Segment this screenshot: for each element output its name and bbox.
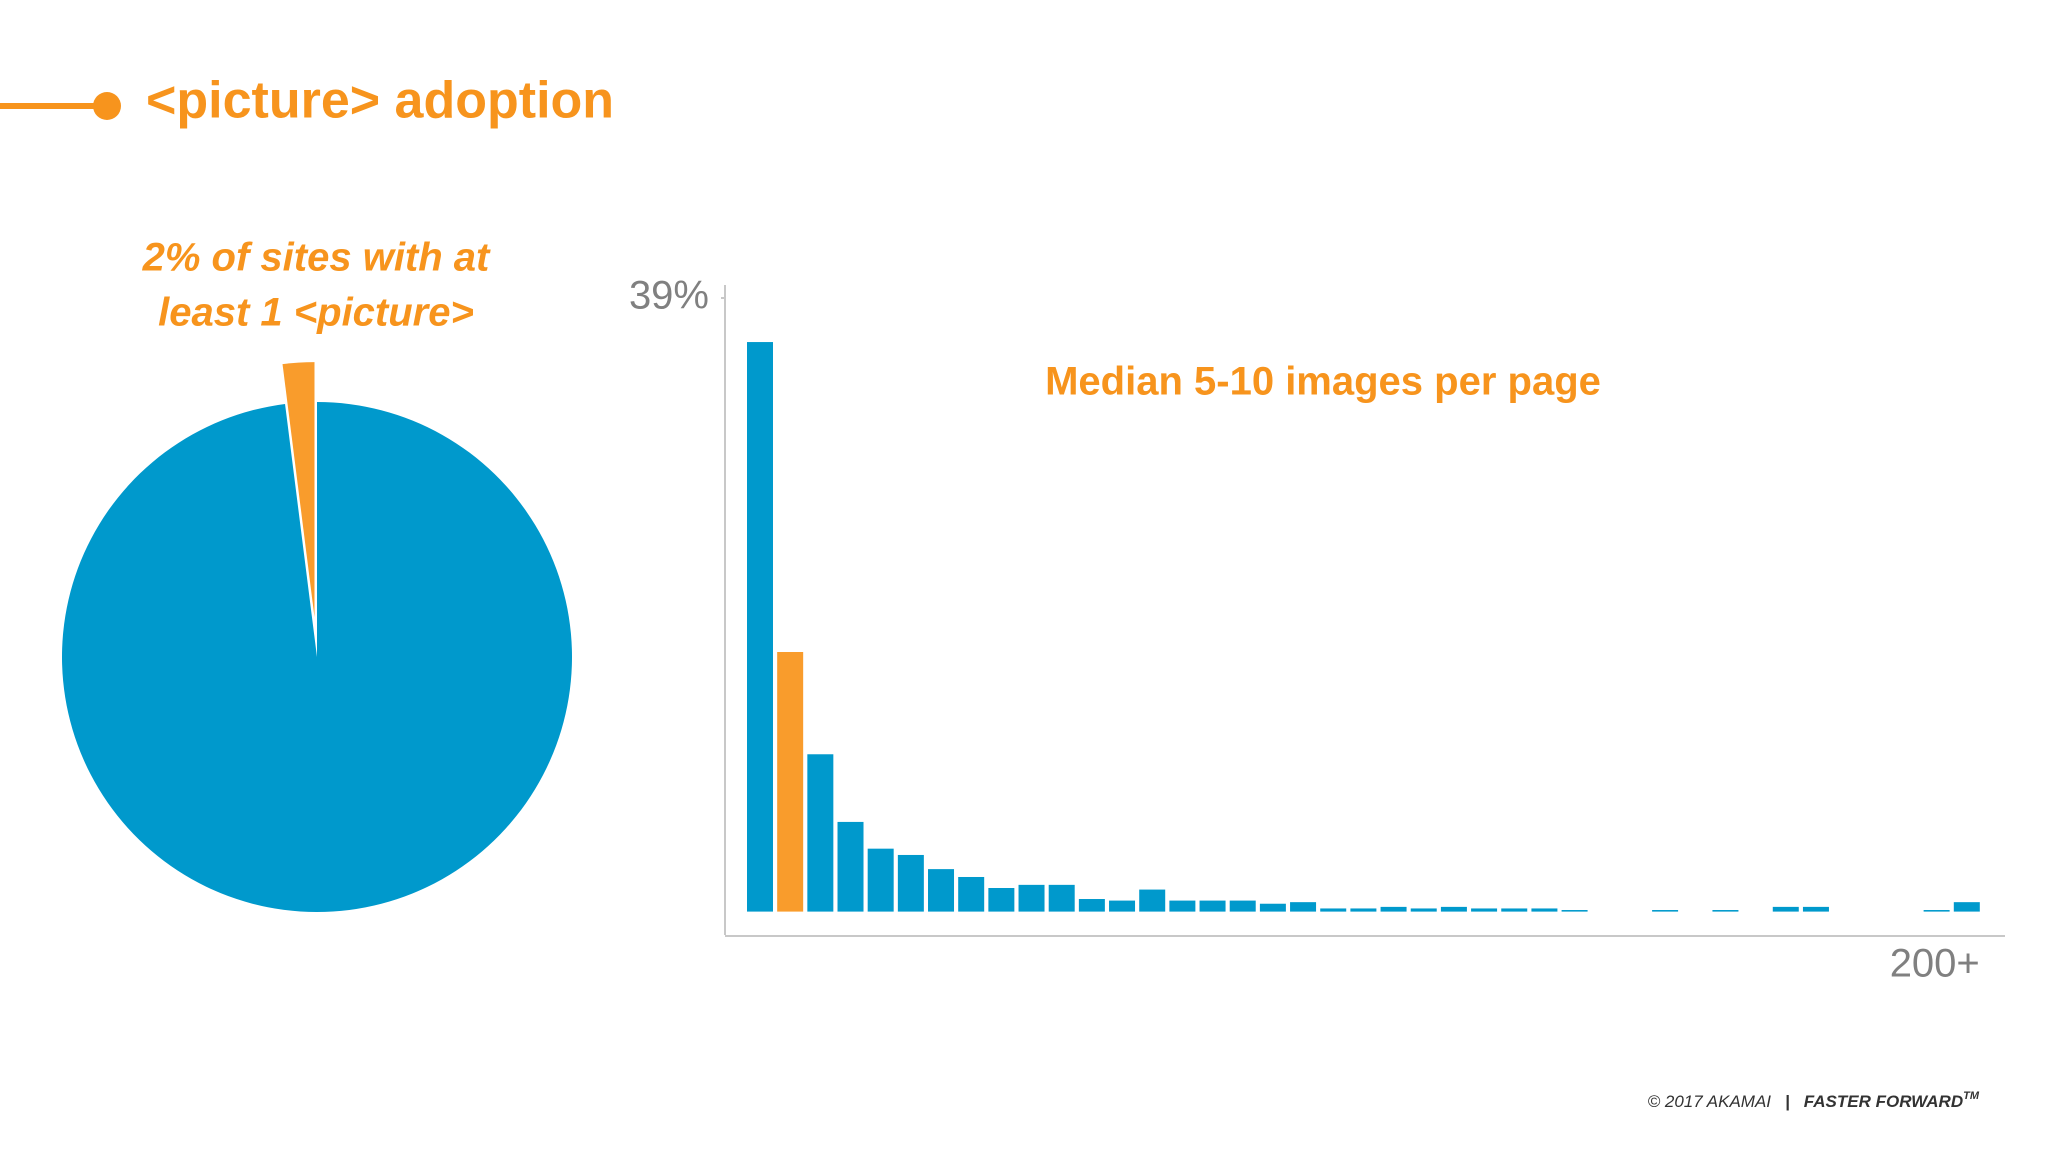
bar: [1229, 900, 1256, 912]
bar: [1380, 906, 1407, 912]
bar: [1471, 908, 1498, 912]
bar: [1712, 910, 1739, 912]
bar: [777, 652, 804, 912]
bar: [1350, 908, 1377, 912]
bar: [1531, 908, 1558, 912]
bar: [1290, 902, 1317, 912]
bar: [988, 888, 1015, 912]
y-tick-label: 39%: [629, 274, 709, 318]
bar: [807, 754, 834, 912]
bar: [1501, 908, 1528, 912]
pie-slice: [282, 362, 315, 618]
bar: [1440, 906, 1467, 912]
bar: [1320, 908, 1347, 912]
bar: [1109, 900, 1136, 912]
footer-brand: FASTER FORWARD: [1804, 1092, 1963, 1111]
bar: [1048, 884, 1075, 912]
bar: [1561, 910, 1588, 912]
pie-slice: [61, 402, 572, 912]
footer-trademark: TM: [1963, 1090, 1980, 1102]
bar: [897, 854, 924, 912]
footer: © 2017 AKAMAI | FASTER FORWARDTM: [1648, 1090, 1980, 1112]
bar: [1410, 908, 1437, 912]
bar: [747, 342, 773, 912]
bar: [1078, 899, 1105, 912]
footer-copyright: © 2017 AKAMAI: [1648, 1092, 1772, 1111]
bar: [1199, 900, 1226, 912]
bar: [928, 869, 955, 912]
bar: [1923, 910, 1950, 912]
bar: [1259, 903, 1286, 912]
bar: [837, 821, 864, 912]
bar: [1139, 889, 1166, 912]
bar: [1169, 900, 1196, 912]
footer-separator: |: [1785, 1092, 1790, 1111]
bar: [1802, 906, 1829, 912]
pie-annotation: 2% of sites with at: [142, 236, 491, 280]
pie-annotation: least 1 <picture>: [158, 291, 474, 335]
bar: [867, 848, 894, 912]
title-bullet: [93, 92, 121, 120]
bar: [1018, 884, 1045, 912]
x-tick-label: 200+: [1890, 942, 1980, 986]
bar-annotation: Median 5-10 images per page: [1045, 360, 1601, 404]
bar: [1953, 902, 1980, 912]
bar: [958, 876, 985, 912]
slide-title: <picture> adoption: [146, 72, 614, 130]
bar: [1652, 910, 1679, 912]
bar: [1772, 906, 1799, 912]
